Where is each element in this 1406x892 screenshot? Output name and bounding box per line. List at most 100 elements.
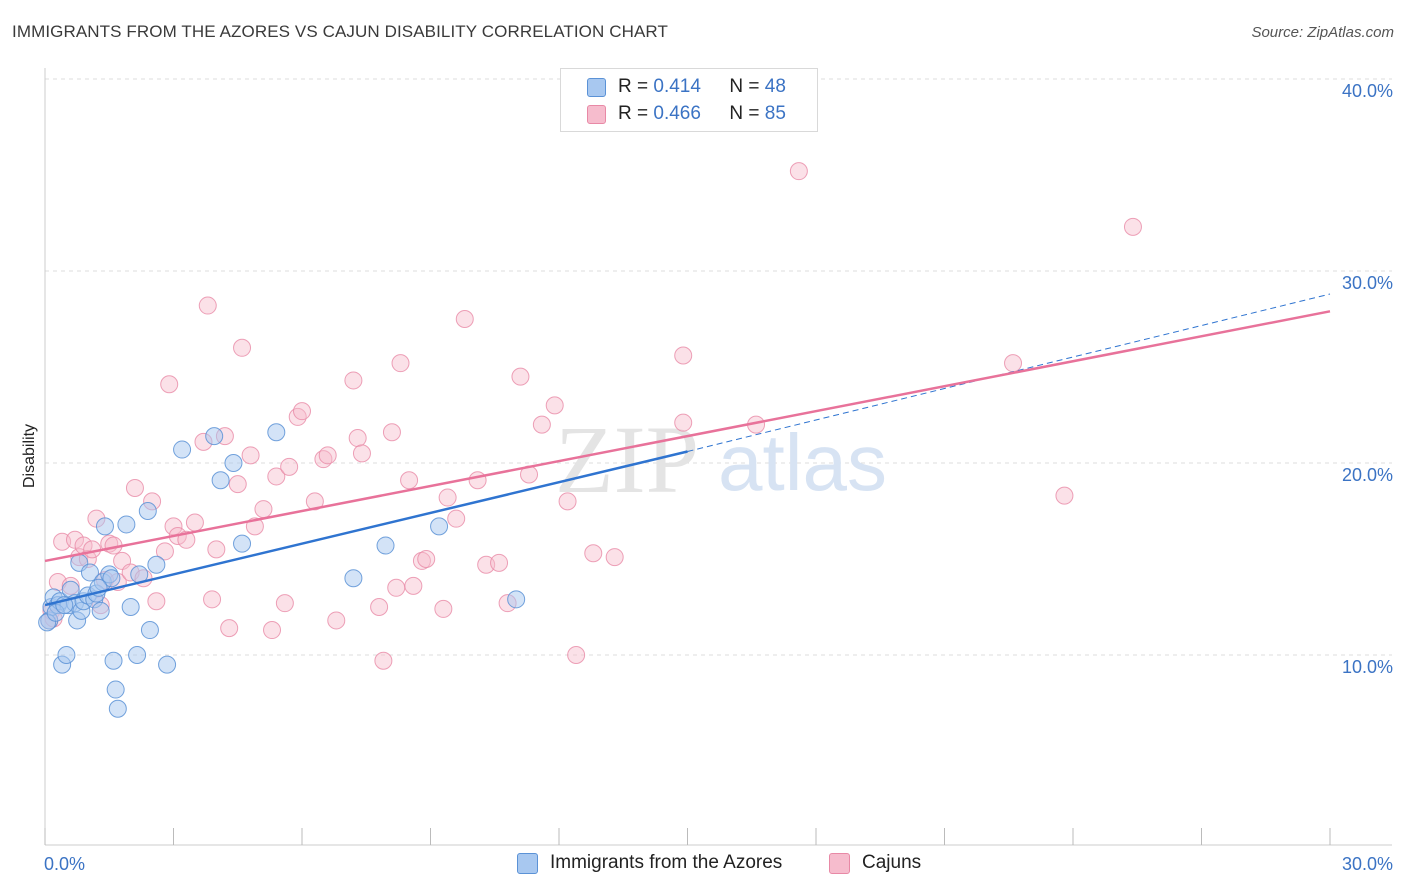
cajun-point: [125, 478, 144, 497]
legend-n-value: 85: [764, 103, 786, 124]
azores-point: [147, 555, 166, 574]
azores-point: [102, 569, 121, 588]
legend-n-label: N =: [729, 76, 765, 97]
cajun-point: [203, 590, 222, 609]
cajun-point: [545, 396, 564, 415]
cajun-point: [160, 375, 179, 394]
legend-row-azores: R = 0.414 N = 48: [587, 74, 786, 100]
azores-point: [344, 569, 363, 588]
legend-row-cajun: R = 0.466 N = 85: [587, 101, 786, 127]
cajun-point: [434, 599, 453, 618]
azores-trend-line: [44, 450, 688, 607]
chart-title: IMMIGRANTS FROM THE AZORES VS CAJUN DISA…: [12, 22, 668, 41]
y-tick-label: 10.0%: [1342, 657, 1393, 677]
azores-point: [91, 601, 110, 620]
cajun-point: [233, 338, 252, 357]
trend-lines: [44, 293, 1331, 607]
legend-swatch-cajun: [587, 104, 606, 124]
cajun-point: [1055, 486, 1074, 505]
azores-point: [80, 563, 99, 582]
legend-r-value: 0.466: [653, 103, 701, 124]
source-credit: Source: ZipAtlas.com: [1251, 24, 1394, 41]
cajun-point: [220, 619, 239, 638]
watermark-atlas: atlas: [718, 418, 887, 507]
azores-point: [121, 598, 140, 616]
legend-r-value: 0.414: [653, 76, 701, 97]
cajun-point: [185, 513, 204, 532]
cajun-point: [348, 429, 367, 448]
cajun-point: [447, 509, 466, 528]
azores-point: [507, 590, 526, 609]
azores-point: [267, 423, 286, 442]
cajun-point: [352, 444, 371, 463]
legend-r-label: R =: [618, 103, 654, 124]
bottom-legend-swatch-azores: [517, 852, 538, 874]
cajun-point: [318, 446, 337, 465]
cajun-point: [455, 310, 474, 328]
y-axis-label: Disability: [21, 424, 38, 488]
cajun-point: [207, 540, 226, 559]
cajun-point: [1004, 354, 1023, 373]
cajun-point: [417, 550, 436, 568]
cajun-point: [147, 592, 166, 611]
azores-point: [430, 517, 449, 536]
cajun-point: [327, 611, 346, 630]
azores-point: [376, 536, 395, 555]
cajun-point: [511, 367, 530, 386]
azores-point: [57, 646, 76, 664]
y-tick-label: 20.0%: [1342, 465, 1393, 485]
cajun-point: [267, 467, 286, 486]
legend-n-value: 48: [764, 76, 786, 97]
cajun-point: [344, 371, 363, 390]
bottom-legend: Immigrants from the Azores Cajuns: [0, 852, 1406, 878]
cajun-point: [293, 402, 311, 421]
azores-point: [106, 680, 125, 699]
cajun-point: [468, 471, 487, 490]
cajun-point: [275, 594, 294, 613]
cajun-point: [605, 548, 624, 567]
watermark: ZIP atlas: [555, 406, 887, 513]
cajun-point: [567, 646, 586, 664]
cajun-point: [558, 492, 577, 511]
cajun-point: [1123, 217, 1142, 236]
cajun-point: [789, 162, 808, 181]
azores-point: [205, 427, 224, 446]
cajun-point: [438, 488, 457, 507]
x-tick-label: 30.0%: [1342, 854, 1393, 874]
azores-point: [138, 502, 157, 520]
cajun-point: [263, 621, 282, 640]
bottom-legend-label-azores: Immigrants from the Azores: [550, 852, 783, 873]
cajun-point: [198, 296, 217, 315]
axes: [44, 68, 1392, 846]
cajun-point: [674, 346, 693, 365]
cajun-point: [404, 576, 423, 595]
cajun-trend-line: [44, 310, 1331, 563]
legend: R = 0.414 N = 48 R = 0.466 N = 85: [560, 68, 818, 132]
legend-n-label: N =: [729, 103, 765, 124]
cajun-point: [382, 423, 401, 442]
cajun-point: [254, 500, 273, 519]
cajun-point: [674, 413, 693, 432]
cajun-point: [387, 578, 406, 597]
y-tick-label: 40.0%: [1342, 81, 1393, 101]
cajun-point: [305, 492, 324, 511]
azores-point: [128, 646, 147, 664]
legend-swatch-azores: [587, 77, 606, 97]
cajun-point: [400, 471, 419, 490]
cajun-point: [228, 475, 247, 494]
bottom-legend-label-cajun: Cajuns: [862, 852, 922, 873]
bottom-legend-swatch-cajun: [829, 852, 850, 874]
azores-point: [158, 655, 177, 674]
azores-point: [233, 534, 252, 553]
gridlines: [45, 78, 1392, 656]
legend-r-label: R =: [618, 76, 654, 97]
x-tick-label: 0.0%: [44, 854, 85, 874]
cajun-point: [370, 598, 389, 616]
azores-point: [108, 699, 127, 718]
cajun-point: [584, 544, 603, 563]
azores-point: [95, 517, 114, 536]
cajun-point: [490, 553, 509, 572]
bottom-legend-azores: Immigrants from the Azores: [517, 852, 782, 874]
azores-point: [173, 440, 192, 459]
